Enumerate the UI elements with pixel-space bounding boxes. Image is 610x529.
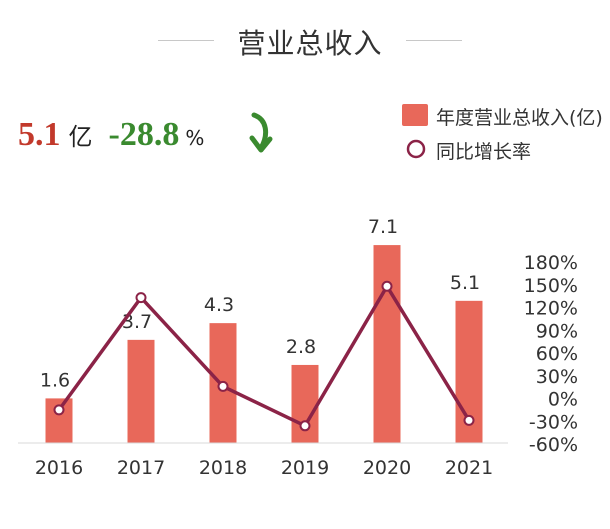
growth-point-2017 xyxy=(135,292,147,304)
growth-point-2021 xyxy=(463,414,475,426)
right-tick-5: 30% xyxy=(536,366,578,388)
right-axis-ticks: 180%150%120%90%60%30%0%-30%-60% xyxy=(524,252,578,456)
x-tick-2020: 2020 xyxy=(363,457,411,479)
right-tick-1: 150% xyxy=(524,275,578,297)
kpi-change-unit: % xyxy=(185,126,205,150)
bar-label-2020: 7.1 xyxy=(368,216,398,238)
legend-label-revenue: 年度营业总收入(亿) xyxy=(436,107,603,129)
growth-point-2019 xyxy=(299,420,311,432)
right-tick-2: 120% xyxy=(524,298,578,320)
kpi-summary: 5.1 亿 -28.8% xyxy=(18,116,204,160)
right-tick-6: 0% xyxy=(548,389,578,411)
kpi-revenue-value: 5.1 xyxy=(18,116,61,153)
bar-label-2017: 3.7 xyxy=(122,311,152,333)
bar-label-2018: 4.3 xyxy=(204,294,234,316)
bar-series xyxy=(45,245,483,443)
growth-rate-line xyxy=(57,284,471,428)
chart-title: 营业总收入 xyxy=(237,27,383,60)
right-tick-4: 60% xyxy=(536,343,578,365)
growth-rate-points xyxy=(53,280,475,432)
bar-2017 xyxy=(127,339,155,443)
kpi-revenue-unit: 亿 xyxy=(68,123,93,151)
title-divider-left xyxy=(158,40,214,41)
x-tick-2017: 2017 xyxy=(117,457,165,479)
bar-label-2021: 5.1 xyxy=(450,272,480,294)
growth-point-2020 xyxy=(381,280,393,292)
legend-swatch-line xyxy=(406,139,426,159)
title-divider-right xyxy=(406,40,462,41)
growth-point-2016 xyxy=(53,404,65,416)
right-tick-7: -30% xyxy=(529,411,578,433)
bar-data-labels: 1.6 3.7 4.3 2.8 7.1 5.1 xyxy=(40,216,480,391)
x-tick-2018: 2018 xyxy=(199,457,247,479)
bar-label-2016: 1.6 xyxy=(40,369,70,391)
down-arrow-icon xyxy=(249,112,273,153)
legend-label-growth: 同比增长率 xyxy=(436,141,532,163)
x-tick-2016: 2016 xyxy=(35,457,83,479)
bar-label-2019: 2.8 xyxy=(286,336,316,358)
kpi-change-value: -28.8 xyxy=(108,116,180,153)
growth-point-2018 xyxy=(217,380,229,392)
x-tick-2019: 2019 xyxy=(281,457,329,479)
chart-title-block: 营业总收入 xyxy=(0,22,610,60)
x-tick-2021: 2021 xyxy=(445,457,493,479)
right-tick-0: 180% xyxy=(524,252,578,274)
x-axis-ticks: 2016 2017 2018 2019 2020 2021 xyxy=(35,457,493,479)
bar-2020 xyxy=(373,245,401,443)
legend-swatch-bar xyxy=(402,104,428,126)
right-tick-8: -60% xyxy=(529,434,578,456)
right-tick-3: 90% xyxy=(536,320,578,342)
